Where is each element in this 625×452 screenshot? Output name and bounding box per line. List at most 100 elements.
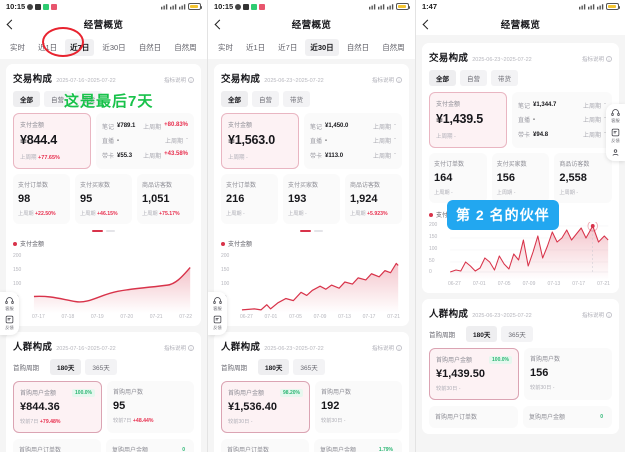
info-icon[interactable]: i	[188, 77, 194, 83]
metric-help[interactable]: 指标说明 i	[164, 344, 194, 352]
metric-help[interactable]: 指标说明 i	[582, 311, 612, 319]
tab-last1day[interactable]: 近1日	[38, 42, 58, 52]
chip-self[interactable]: 自营	[252, 91, 279, 107]
breakdown-row: 直播 - 上周期 -	[102, 136, 188, 145]
tab-naturalweek[interactable]: 自然周	[174, 42, 197, 52]
headset-icon	[213, 297, 222, 304]
info-icon[interactable]: i	[606, 56, 612, 62]
first-purchase-orders-card[interactable]: 首购用户订单数	[221, 439, 309, 452]
pager-dot-active[interactable]	[300, 230, 311, 232]
payment-amount-card[interactable]: 支付金额 ¥844.4 上周期 +77.65%	[13, 113, 91, 169]
first-purchase-amount-card[interactable]: 首购用户金额 100.0% ¥844.36 较前7日 +79.48%	[13, 381, 102, 433]
paid-orders-card[interactable]: 支付订单数 164 上周期 -	[429, 153, 487, 203]
payment-amount-card[interactable]: 支付金额 ¥1,439.5 上周期 -	[429, 92, 507, 148]
tab-naturalday[interactable]: 自然日	[346, 42, 370, 52]
carousel-pager[interactable]	[221, 230, 402, 232]
metric-compare: 上周期 +75.17%	[142, 210, 189, 217]
person-button[interactable]	[611, 148, 620, 157]
card-title: 人群构成	[221, 342, 261, 353]
cycle-365[interactable]: 365天	[85, 359, 117, 375]
breakdown-compare-label: 上周期	[372, 139, 391, 146]
first-purchase-amount-card[interactable]: 首购用户金额 98.20% ¥1,536.40 较前30日 -	[221, 381, 310, 433]
chip-self[interactable]: 自营	[44, 91, 71, 107]
info-icon[interactable]: i	[188, 345, 194, 351]
first-purchase-users-card[interactable]: 首购用户数 95 较前7日 +48.44%	[107, 381, 194, 433]
tab-last30days[interactable]: 近30日	[305, 38, 339, 56]
pager-dot-active[interactable]	[92, 230, 103, 232]
content-scroll[interactable]: 交易构成 2025-06-23~2025-07-22 指标说明 i 全部 自营 …	[208, 59, 415, 452]
wechat-icon	[43, 3, 50, 10]
cycle-180[interactable]: 180天	[50, 359, 82, 375]
chip-self[interactable]: 自营	[460, 70, 487, 86]
tab-naturalday[interactable]: 自然日	[138, 42, 162, 52]
chip-affiliate[interactable]: 带货	[283, 91, 310, 107]
paid-orders-card[interactable]: 支付订单数 216 上周期 -	[221, 174, 278, 224]
feedback-button[interactable]: 反馈	[5, 315, 14, 331]
first-purchase-amount-card[interactable]: 首购用户金额 100.0% ¥1,439.50 较前30日 -	[429, 348, 519, 400]
repeat-purchase-amount-card[interactable]: 复购用户金额 1.79%	[314, 439, 402, 452]
customer-service-button[interactable]: 客服	[611, 108, 620, 124]
crowd-metric-row: 首购用户金额 100.0% ¥844.36 较前7日 +79.48% 首购用户数	[13, 381, 194, 433]
tab-last30days[interactable]: 近30日	[102, 42, 126, 52]
chip-all[interactable]: 全部	[221, 91, 248, 107]
x-tick: 07-19	[90, 314, 104, 320]
tab-realtime[interactable]: 实时	[10, 42, 25, 52]
tab-naturalweek[interactable]: 自然周	[382, 42, 405, 52]
metric-help[interactable]: 指标说明 i	[582, 55, 612, 63]
card-header: 交易构成 2025-06-23~2025-07-22 指标说明 i	[429, 50, 612, 64]
tab-naturalmonth[interactable]: 自然	[413, 39, 415, 56]
cycle-365[interactable]: 365天	[293, 359, 325, 375]
chip-all[interactable]: 全部	[13, 91, 40, 107]
tab-last7days[interactable]: 近7日	[278, 42, 298, 52]
chip-all[interactable]: 全部	[429, 70, 456, 86]
card-title: 交易构成	[221, 74, 261, 85]
metric-value: 164	[434, 172, 453, 184]
y-tick: 200	[13, 253, 22, 259]
metric-help[interactable]: 指标说明 i	[372, 344, 402, 352]
first-purchase-orders-card[interactable]: 首购用户订单数	[429, 406, 518, 428]
repeat-purchase-amount-card[interactable]: 复购用户金额 0	[523, 406, 612, 428]
floating-rail: 客服 反馈	[208, 292, 227, 335]
signal2-icon	[387, 4, 394, 10]
metric-compare-value: -	[552, 385, 555, 391]
product-visitors-card[interactable]: 商品访客数 1,051 上周期 +75.17%	[137, 174, 194, 224]
content-scroll[interactable]: 交易构成 2025-06-23~2025-07-22 指标说明 i 全部 自营 …	[416, 35, 625, 434]
cycle-180[interactable]: 180天	[466, 326, 498, 342]
chip-affiliate[interactable]: 带货	[491, 70, 518, 86]
tab-naturalmonth[interactable]: 自然	[205, 39, 207, 56]
pager-dot[interactable]	[106, 230, 115, 232]
breakdown-row: 带卡 ¥94.8 上周期 -	[518, 130, 606, 139]
first-purchase-users-card[interactable]: 首购用户数 156 较前30日 -	[524, 348, 612, 400]
metric-compare-label: 上周期	[288, 211, 304, 217]
cycle-365[interactable]: 365天	[501, 326, 533, 342]
customer-service-button[interactable]: 客服	[213, 296, 222, 312]
paid-buyers-card[interactable]: 支付买家数 95 上周期 +46.15%	[75, 174, 132, 224]
payment-amount-card[interactable]: 支付金额 ¥1,563.0 上周期 -	[221, 113, 299, 169]
product-visitors-card[interactable]: 商品访客数 1,924 上周期 +5.923%	[345, 174, 402, 224]
feedback-button[interactable]: 反馈	[611, 128, 620, 144]
status-bar: 10:15	[208, 0, 415, 13]
content-scroll[interactable]: 交易构成 2025-07-16~2025-07-22 指标说明 i 全部 自营 …	[0, 59, 207, 452]
first-purchase-orders-card[interactable]: 首购用户订单数	[13, 439, 101, 452]
chip-affiliate[interactable]: 带货	[75, 91, 102, 107]
paid-orders-card[interactable]: 支付订单数 98 上周期 +22.50%	[13, 174, 70, 224]
feedback-button[interactable]: 反馈	[213, 315, 222, 331]
tab-realtime[interactable]: 实时	[218, 42, 233, 52]
info-icon[interactable]: i	[396, 345, 402, 351]
metric-help[interactable]: 指标说明 i	[372, 76, 402, 84]
pager-dot[interactable]	[314, 230, 323, 232]
breakdown-compare: 上周期 -	[583, 101, 606, 110]
tab-last7days[interactable]: 近7日	[65, 38, 95, 56]
repeat-purchase-amount-card[interactable]: 复购用户金额 0	[106, 439, 194, 452]
tab-last1day[interactable]: 近1日	[246, 42, 266, 52]
info-icon[interactable]: i	[606, 312, 612, 318]
info-icon[interactable]: i	[396, 77, 402, 83]
product-visitors-card[interactable]: 商品访客数 2,558 上周期 -	[554, 153, 613, 203]
metric-help[interactable]: 指标说明 i	[164, 76, 194, 84]
cycle-180[interactable]: 180天	[258, 359, 290, 375]
first-purchase-users-card[interactable]: 首购用户数 192 较前30日 -	[315, 381, 402, 433]
carousel-pager[interactable]	[13, 230, 194, 232]
customer-service-button[interactable]: 客服	[5, 296, 14, 312]
paid-buyers-card[interactable]: 支付买家数 156 上周期 -	[491, 153, 550, 203]
paid-buyers-card[interactable]: 支付买家数 193 上周期 -	[283, 174, 340, 224]
